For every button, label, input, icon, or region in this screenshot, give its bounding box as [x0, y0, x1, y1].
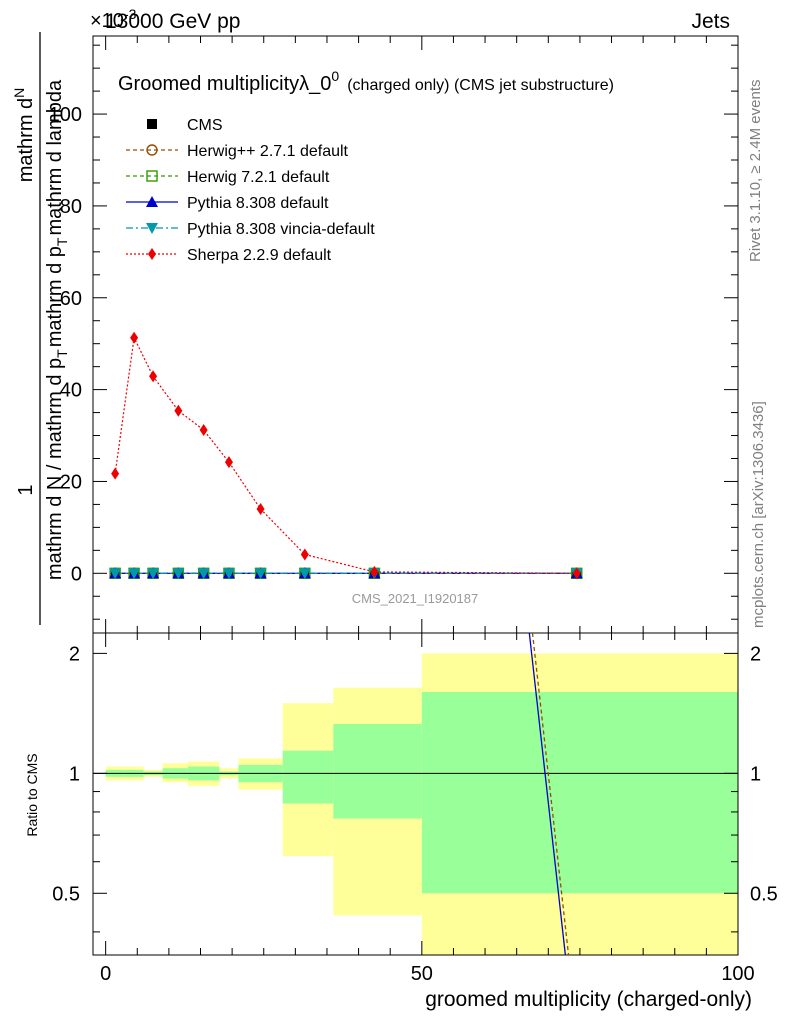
energy-label: 13000 GeV pp	[105, 10, 240, 33]
series-marker-5-0	[111, 467, 120, 480]
plot-frames	[92, 35, 739, 956]
legend-marker-5	[148, 248, 156, 260]
series-marker-5-5	[224, 456, 233, 469]
series-marker-4-2	[147, 568, 160, 580]
series-marker-5-4	[199, 424, 208, 437]
legend-marker-1	[146, 144, 158, 156]
xtick-label: 0	[100, 963, 111, 985]
series-marker-4-7	[298, 568, 311, 580]
ratio-plot-frame	[92, 632, 739, 956]
ylabel-numerator: mathrm dN	[11, 88, 37, 183]
ratio-ylabel: Ratio to CMS	[24, 753, 40, 836]
legend-label-5: Sherpa 2.2.9 default	[187, 247, 332, 264]
exponent-label: ×10-3	[90, 6, 137, 32]
series-marker-4-6	[254, 568, 267, 580]
series-marker-5-8	[370, 565, 379, 578]
main-ytick-label: 0	[71, 563, 82, 585]
chart-title: Groomed multiplicityλ_00(charged only) (…	[118, 68, 614, 95]
legend-label-1: Herwig++ 2.7.1 default	[187, 143, 349, 160]
series-marker-5-7	[300, 548, 309, 561]
main-ytick-label: 20	[60, 471, 82, 493]
series-marker-4-5	[222, 568, 235, 580]
series-line-5	[114, 335, 577, 574]
ratio-ytick-label-right: 1	[750, 763, 761, 785]
main-ytick-label: 100	[49, 104, 82, 126]
mcplots-label: mcplots.cern.ch [arXiv:1306.3436]	[750, 401, 767, 628]
main-ylabel: 1 mathrm dN mathrm d N / mathrm d pTmath…	[11, 32, 70, 625]
series-marker-4-1	[128, 568, 141, 580]
ratio-bands	[93, 653, 738, 955]
ratio-line-1	[528, 632, 567, 956]
ylabel-one: 1	[15, 484, 37, 495]
series-marker-5-1	[130, 331, 139, 344]
ratio-ytick-label-right: 0.5	[750, 883, 778, 905]
ratio-ytick-label-left: 0.5	[52, 883, 80, 905]
ratio-line-0	[531, 632, 570, 956]
series-marker-4-0	[109, 568, 122, 580]
ratio-ytick-label-left: 2	[69, 643, 80, 665]
legend-label-3: Pythia 8.308 default	[187, 195, 329, 212]
series-markers	[109, 331, 583, 580]
ratio-ytick-label-left: 1	[69, 763, 80, 785]
ratio-band-inner-7	[282, 750, 334, 804]
series-marker-5-2	[149, 370, 158, 383]
series-marker-5-9	[572, 567, 581, 580]
legend: CMS Herwig++ 2.7.1 default Herwig 7.2.1 de…	[126, 117, 375, 264]
legend-label-2: Herwig 7.2.1 default	[187, 169, 330, 186]
ratio-ytick-label-right: 2	[750, 643, 761, 665]
rivet-label: Rivet 3.1.10, ≥ 2.4M events	[747, 80, 764, 263]
axis-ticks: 0 50 100 0 20 40 60 80 100 0.5 0.5 1 1 2 2	[49, 36, 778, 985]
ylabel-denominator: mathrm d N / mathrm d pTmathrm d pTmathr…	[44, 79, 70, 580]
ratio-band-inner-9	[421, 691, 738, 894]
series-marker-4-4	[197, 568, 210, 580]
legend-marker-3	[146, 196, 158, 207]
series-marker-5-6	[256, 503, 265, 516]
xlabel: groomed multiplicity (charged-only)	[425, 988, 752, 1011]
analysis-watermark: CMS_2021_I1920187	[352, 591, 479, 606]
legend-marker-0	[147, 119, 157, 129]
series-marker-4-3	[172, 568, 185, 580]
legend-marker-4	[146, 223, 158, 234]
legend-label-0: CMS	[187, 117, 223, 134]
xtick-label: 50	[411, 963, 433, 985]
series-lines	[114, 335, 577, 956]
xtick-label: 100	[721, 963, 754, 985]
main-ytick-label: 60	[60, 288, 82, 310]
series-marker-5-3	[174, 404, 183, 417]
main-ytick-label: 40	[60, 380, 82, 402]
ratio-band-inner-8	[333, 723, 422, 819]
main-ytick-label: 80	[60, 196, 82, 218]
process-label: Jets	[691, 10, 730, 33]
legend-label-4: Pythia 8.308 vincia-default	[187, 221, 375, 238]
legend-marker-2	[146, 170, 158, 182]
